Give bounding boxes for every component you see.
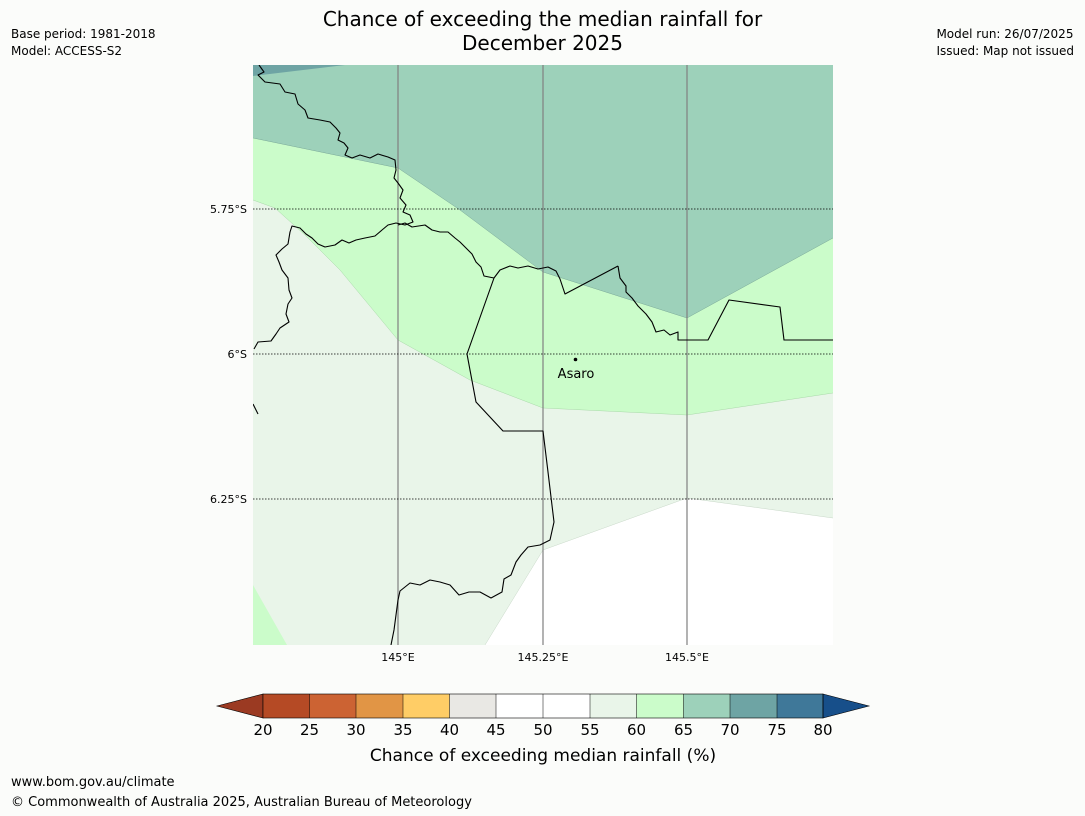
province-boundaries bbox=[253, 65, 833, 645]
colorbar bbox=[215, 693, 871, 719]
footer-copyright: © Commonwealth of Australia 2025, Austra… bbox=[11, 795, 472, 810]
colorbar-tick-20: 20 bbox=[253, 721, 272, 739]
zone-60-65-corner bbox=[253, 585, 287, 645]
lat-label-5-75: 5.75°S bbox=[210, 203, 247, 216]
model-name: Model: ACCESS-S2 bbox=[11, 44, 123, 58]
colorbar-50-55 bbox=[543, 694, 590, 718]
colorbar-40-45 bbox=[449, 694, 496, 718]
model-info: Base period: 1981-2018 Model: ACCESS-S2 bbox=[11, 26, 156, 60]
contour-65 bbox=[253, 137, 833, 319]
run-info: Model run: 26/07/2025 Issued: Map not is… bbox=[936, 26, 1074, 60]
place-label-asaro: Asaro bbox=[558, 367, 595, 382]
model-run-date: Model run: 26/07/2025 bbox=[936, 27, 1074, 41]
base-period: Base period: 1981-2018 bbox=[11, 27, 156, 41]
asaro-marker bbox=[573, 357, 578, 362]
colorbar-20-25 bbox=[263, 694, 310, 718]
footer-url: www.bom.gov.au/climate bbox=[11, 775, 175, 790]
colorbar-tick-35: 35 bbox=[393, 721, 412, 739]
map-panel: Asaro bbox=[253, 65, 833, 645]
colorbar-tick-30: 30 bbox=[346, 721, 365, 739]
lat-label-6-25: 6.25°S bbox=[210, 493, 247, 506]
lon-label-145-25: 145.25°E bbox=[518, 651, 569, 664]
colorbar-55-60 bbox=[590, 694, 637, 718]
colorbar-tick-55: 55 bbox=[580, 721, 599, 739]
colorbar-25-30 bbox=[309, 694, 356, 718]
colorbar-tick-45: 45 bbox=[486, 721, 505, 739]
lat-label-6: 6°S bbox=[228, 348, 247, 361]
lon-label-145: 145°E bbox=[381, 651, 414, 664]
contour-55 bbox=[484, 497, 833, 645]
colorbar-65-70 bbox=[683, 694, 730, 718]
colorbar-dividers bbox=[309, 694, 778, 718]
colorbar-tick-25: 25 bbox=[300, 721, 319, 739]
colorbar-above-80 bbox=[822, 693, 871, 719]
colorbar-tick-50: 50 bbox=[533, 721, 552, 739]
colorbar-tick-40: 40 bbox=[440, 721, 459, 739]
zone-70-75 bbox=[253, 65, 345, 76]
colorbar-30-35 bbox=[356, 694, 403, 718]
lon-label-145-5: 145.5°E bbox=[665, 651, 709, 664]
colorbar-60-65 bbox=[636, 694, 684, 718]
title-line-2: December 2025 bbox=[462, 31, 623, 55]
colorbar-35-40 bbox=[403, 694, 450, 718]
colorbar-70-75 bbox=[730, 694, 777, 718]
colorbar-tick-60: 60 bbox=[627, 721, 646, 739]
colorbar-tick-70: 70 bbox=[720, 721, 739, 739]
colorbar-tick-65: 65 bbox=[674, 721, 693, 739]
colorbar-tick-75: 75 bbox=[767, 721, 786, 739]
colorbar-below-20 bbox=[215, 693, 264, 719]
title-line-1: Chance of exceeding the median rainfall … bbox=[322, 7, 763, 31]
colorbar-tick-labels: 20 25 30 35 40 45 50 55 60 65 70 75 80 bbox=[253, 721, 832, 739]
colorbar-tick-80: 80 bbox=[813, 721, 832, 739]
zone-45-55 bbox=[485, 498, 833, 645]
issued-status: Issued: Map not issued bbox=[936, 44, 1074, 58]
colorbar-45-50 bbox=[496, 694, 543, 718]
colorbar-title: Chance of exceeding median rainfall (%) bbox=[370, 746, 716, 766]
map-title: Chance of exceeding the median rainfall … bbox=[0, 7, 1085, 55]
colorbar-75-80 bbox=[777, 694, 823, 718]
